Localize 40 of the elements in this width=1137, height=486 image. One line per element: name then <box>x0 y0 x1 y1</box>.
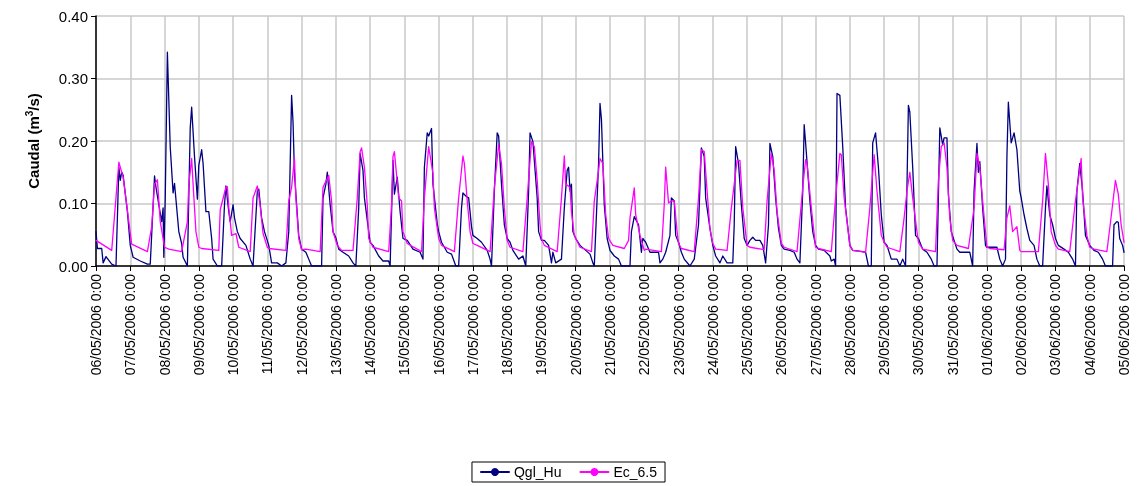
x-tick-label: 28/05/2006 0:00 <box>841 273 858 376</box>
y-axis-title: Caudal (m3/s) <box>23 93 42 189</box>
x-tick-label: 06/05/2006 0:00 <box>88 273 104 376</box>
x-tick-label: 31/05/2006 0:00 <box>944 273 961 376</box>
x-tick-label: 02/06/2006 0:00 <box>1013 273 1030 376</box>
y-tick-label: 0.10 <box>58 195 88 212</box>
x-tick-label: 26/05/2006 0:00 <box>773 273 790 376</box>
x-tick-label: 10/05/2006 0:00 <box>225 273 242 376</box>
x-tick-label: 07/05/2006 0:00 <box>122 273 139 376</box>
y-tick-label: 0.20 <box>58 132 88 150</box>
x-tick-label: 14/05/2006 0:00 <box>362 273 379 376</box>
x-tick-label: 23/05/2006 0:00 <box>670 273 687 376</box>
x-tick-label: 17/05/2006 0:00 <box>464 273 481 376</box>
x-tick-label: 03/06/2006 0:00 <box>1047 273 1064 376</box>
line-series <box>95 140 1125 253</box>
y-tick-label: 0.30 <box>58 70 88 87</box>
x-tick-label: 20/05/2006 0:00 <box>567 273 584 376</box>
legend-label: Qgl_Hu <box>513 464 562 480</box>
y-tick-label: 0.00 <box>58 257 88 275</box>
x-tick-label: 25/05/2006 0:00 <box>739 273 756 376</box>
x-tick-label: 29/05/2006 0:00 <box>876 273 893 376</box>
x-tick-label: 30/05/2006 0:00 <box>910 273 927 376</box>
x-tick-label: 08/05/2006 0:00 <box>156 273 173 376</box>
x-tick-label: 16/05/2006 0:00 <box>430 273 447 376</box>
x-tick-label: 05/06/2006 0:00 <box>1116 273 1132 376</box>
x-tick-label: 22/05/2006 0:00 <box>636 273 653 376</box>
x-tick-label: 24/05/2006 0:00 <box>704 273 721 376</box>
y-tick-label: 0.40 <box>58 7 88 25</box>
x-tick-label: 11/05/2006 0:00 <box>259 273 276 375</box>
x-tick-label: 27/05/2006 0:00 <box>807 273 824 376</box>
legend-label: Ec_6.5 <box>613 464 658 480</box>
x-tick-label: 04/06/2006 0:00 <box>1081 273 1098 376</box>
x-tick-label: 15/05/2006 0:00 <box>396 273 413 376</box>
x-tick-label: 13/05/2006 0:00 <box>327 273 344 376</box>
x-tick-label: 09/05/2006 0:00 <box>190 273 207 376</box>
x-tick-label: 18/05/2006 0:00 <box>499 273 516 376</box>
x-tick-label: 21/05/2006 0:00 <box>602 273 618 376</box>
x-tick-label: 19/05/2006 0:00 <box>533 273 550 376</box>
x-tick-label: 12/05/2006 0:00 <box>293 273 310 376</box>
x-tick-label: 01/06/2006 0:00 <box>978 273 995 376</box>
